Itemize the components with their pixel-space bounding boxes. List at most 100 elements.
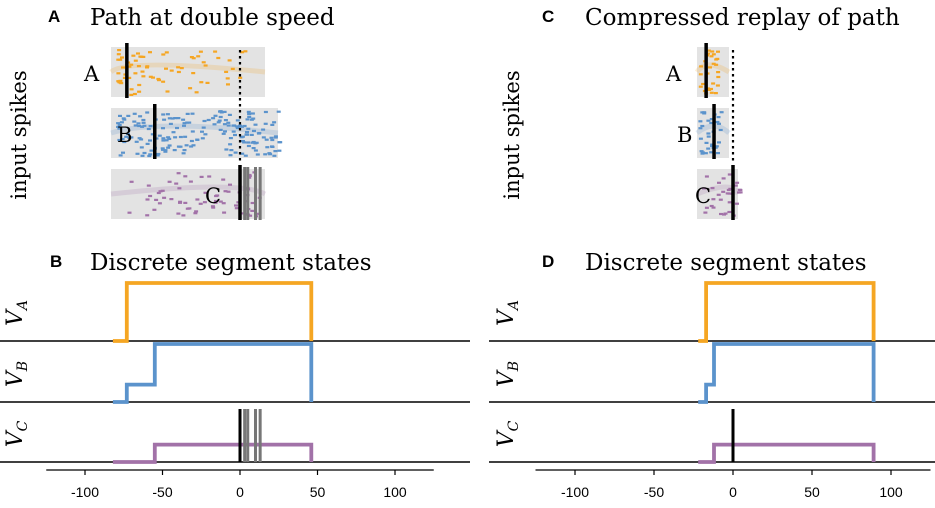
- spike-mark: [188, 87, 193, 90]
- spike-mark: [714, 63, 719, 66]
- spike-mark: [134, 140, 139, 143]
- field-curve: [696, 184, 741, 197]
- spike-mark: [148, 75, 153, 78]
- spike-mark: [256, 132, 261, 135]
- series-line-v-a: [112, 281, 314, 343]
- spike-mark: [138, 55, 143, 58]
- spike-mark: [735, 181, 740, 184]
- spike-mark: [276, 110, 281, 113]
- spike-mark: [161, 148, 165, 151]
- spike-mark: [251, 147, 256, 150]
- spike-mark: [700, 124, 705, 128]
- spike-mark: [195, 198, 200, 201]
- spike-mark: [218, 115, 223, 119]
- spike-mark: [161, 80, 166, 83]
- spike-mark: [137, 124, 142, 128]
- spike-mark: [117, 49, 122, 52]
- spike-mark: [164, 51, 169, 54]
- spike-mark: [212, 123, 217, 126]
- v-label-subscript: A: [15, 300, 31, 312]
- spike-mark: [116, 122, 121, 125]
- spike-mark: [116, 58, 121, 61]
- spike-mark: [145, 142, 150, 145]
- spike-mark: [183, 135, 188, 138]
- spike-mark: [704, 175, 709, 178]
- spike-mark: [270, 123, 275, 126]
- spike-mark: [702, 187, 706, 190]
- spike-mark: [708, 66, 712, 69]
- panel-letter-b: B: [50, 252, 62, 271]
- spike-mark: [253, 142, 258, 145]
- spike-mark: [719, 111, 724, 114]
- spike-mark: [203, 64, 208, 67]
- x-tick-label: 100: [383, 484, 407, 500]
- spike-mark: [126, 132, 130, 136]
- spike-mark: [176, 172, 181, 175]
- spike-mark: [721, 190, 726, 193]
- spike-mark: [711, 198, 716, 201]
- spike-mark: [199, 81, 204, 84]
- spike-mark: [156, 191, 161, 195]
- spike-mark: [181, 118, 186, 121]
- spike-mark: [121, 117, 126, 120]
- spike-mark: [117, 124, 122, 127]
- spike-mark: [235, 119, 240, 122]
- spike-mark: [250, 209, 255, 212]
- spike-mark: [716, 75, 721, 79]
- spike-mark: [273, 150, 278, 153]
- spike-mark: [184, 144, 189, 147]
- spike-mark: [118, 114, 122, 117]
- spike-mark: [176, 66, 181, 69]
- spike-mark: [225, 77, 230, 80]
- spike-mark: [224, 70, 229, 73]
- spike-mark: [136, 52, 140, 55]
- spike-mark: [156, 152, 161, 156]
- x-tick-label: 0: [236, 484, 244, 500]
- spike-mark: [158, 190, 163, 193]
- spike-mark: [148, 153, 153, 156]
- spike-mark: [161, 139, 166, 142]
- y-axis-label-a: input spikes: [7, 70, 31, 199]
- panel-letter-d: D: [542, 252, 554, 271]
- segment-background: [111, 108, 278, 158]
- spike-mark: [161, 113, 166, 116]
- spike-mark: [221, 202, 226, 205]
- spike-mark: [145, 66, 149, 69]
- spike-mark: [710, 144, 714, 148]
- spike-mark: [218, 128, 223, 131]
- spike-mark: [230, 67, 235, 70]
- spike-mark: [139, 146, 144, 149]
- spike-mark: [146, 184, 151, 187]
- spike-mark: [200, 130, 204, 133]
- spike-mark: [181, 214, 186, 217]
- spike-mark: [223, 190, 228, 193]
- spike-mark: [177, 187, 182, 190]
- spike-mark: [194, 210, 199, 213]
- spike-mark: [137, 137, 142, 140]
- spike-mark: [121, 66, 125, 69]
- spike-mark: [142, 151, 147, 155]
- segment-label: A: [665, 62, 682, 86]
- spike-mark: [716, 116, 721, 119]
- spike-mark: [202, 119, 207, 123]
- field-curve: [110, 184, 267, 197]
- spike-mark: [140, 70, 145, 73]
- spike-mark: [217, 119, 222, 122]
- spike-mark: [214, 199, 218, 203]
- spike-mark: [233, 133, 237, 137]
- spike-mark: [227, 59, 232, 62]
- spike-mark: [141, 118, 146, 122]
- spike-mark: [198, 202, 203, 205]
- spike-mark: [224, 148, 229, 151]
- spike-mark: [129, 63, 134, 66]
- spike-mark: [127, 211, 132, 214]
- spike-mark: [132, 112, 137, 115]
- spike-mark: [709, 121, 714, 125]
- spike-mark: [238, 124, 242, 127]
- spike-mark: [713, 92, 718, 95]
- spike-mark: [246, 110, 251, 113]
- spike-mark: [226, 121, 231, 124]
- spike-mark: [203, 191, 208, 194]
- spike-mark: [248, 214, 253, 217]
- spike-mark: [169, 198, 174, 201]
